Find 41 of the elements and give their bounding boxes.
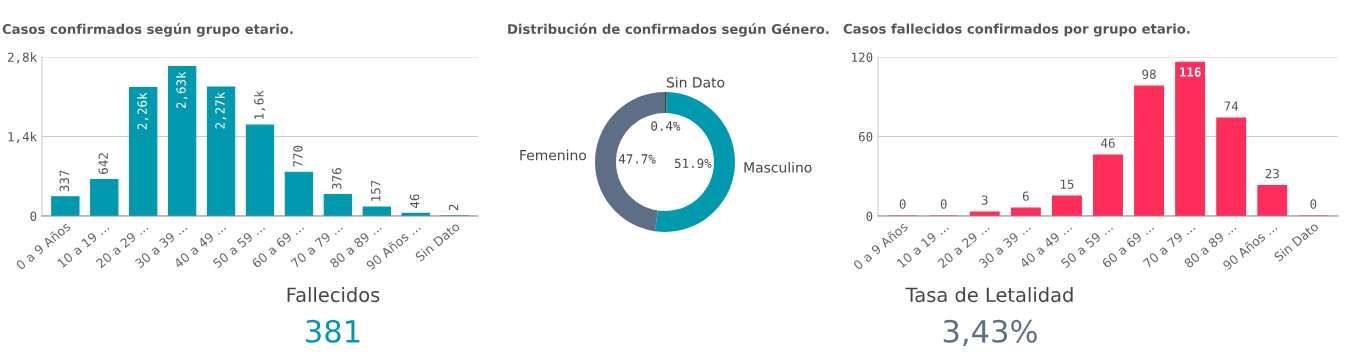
slice-label: Masculino bbox=[744, 161, 812, 173]
data-label: 47.7% bbox=[618, 154, 656, 164]
data-label: 0 bbox=[940, 199, 947, 209]
data-label: 2,26k bbox=[137, 92, 149, 130]
text: Fallecidos bbox=[287, 287, 380, 303]
y-tick-label: 2,8k bbox=[7, 52, 37, 64]
data-label: 2,27k bbox=[215, 92, 227, 129]
data-label: 642 bbox=[98, 153, 108, 174]
data-label: 376 bbox=[332, 168, 342, 190]
data-label: 1,6k bbox=[253, 90, 266, 119]
data-label: 157 bbox=[371, 180, 381, 201]
data-label: 51.9% bbox=[674, 158, 712, 169]
data-label: 6 bbox=[1022, 191, 1029, 201]
chart-title: Casos fallecidos confirmados por grupo etario. bbox=[843, 23, 1190, 37]
data-label: 46 bbox=[1101, 138, 1115, 148]
data-label: 2,63k bbox=[176, 71, 188, 109]
data-label: 2 bbox=[448, 204, 459, 211]
data-label: 74 bbox=[1224, 101, 1239, 111]
text: Tasa de Letalidad bbox=[905, 287, 1073, 303]
y-tick-label: 120 bbox=[852, 52, 873, 62]
data-label: 15 bbox=[1060, 179, 1074, 189]
y-tick-label: 1,4k bbox=[8, 131, 37, 144]
text: 381 bbox=[306, 319, 360, 343]
data-label: 98 bbox=[1142, 69, 1156, 79]
y-tick-label: 0 bbox=[30, 211, 37, 221]
slice-label: Femenino bbox=[520, 149, 587, 161]
data-label: 116 bbox=[1180, 67, 1201, 77]
slice-label: Sin Dato bbox=[666, 76, 725, 88]
data-label: 46 bbox=[409, 194, 420, 208]
data-label: 3 bbox=[981, 195, 988, 205]
y-tick-label: 60 bbox=[858, 132, 873, 142]
chart-title: Distribución de confirmados según Género. bbox=[508, 23, 829, 37]
data-label: 0 bbox=[899, 199, 906, 209]
chart-title: Casos confirmados según grupo etario. bbox=[2, 23, 293, 37]
text: 3,43% bbox=[943, 319, 1037, 346]
data-label: 337 bbox=[59, 170, 70, 192]
data-label: 770 bbox=[293, 145, 303, 167]
data-label: 23 bbox=[1265, 168, 1279, 179]
data-label: 0 bbox=[1310, 199, 1317, 209]
y-tick-label: 0 bbox=[866, 211, 873, 221]
data-label: 0.4% bbox=[651, 121, 681, 131]
